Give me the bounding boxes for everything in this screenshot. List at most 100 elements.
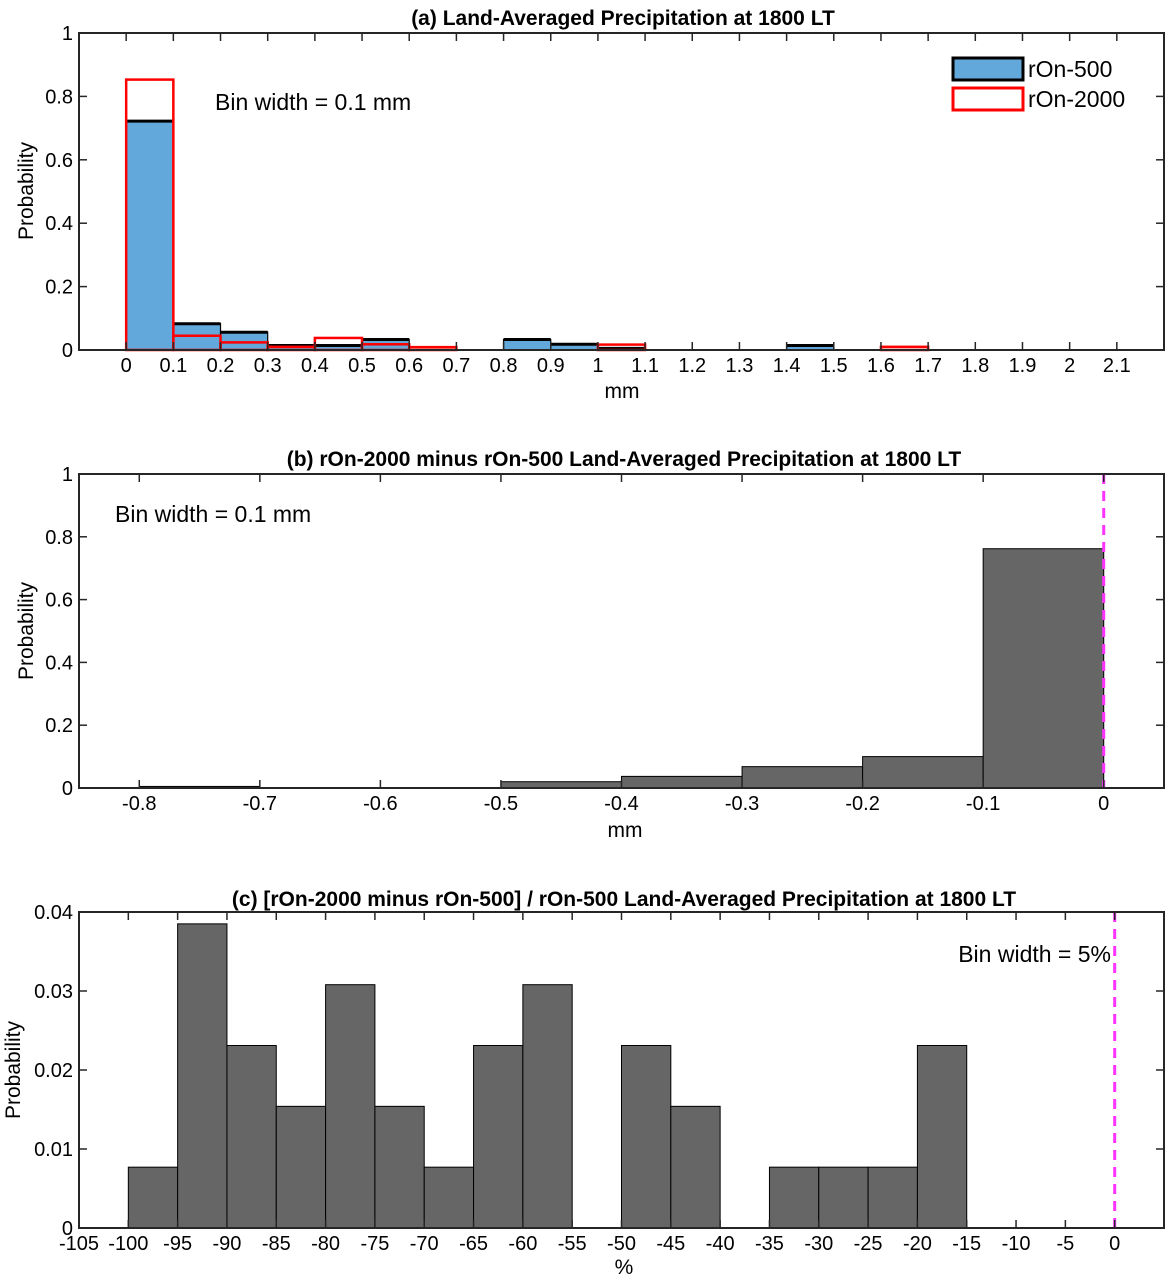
panel-c-ticks: -105 -100 -95 -90 -85 -80 -75 -70 -65 -60 -55 -50 -4… [34,902,1164,1255]
x-tick-label: -0.3 [725,793,759,815]
histogram-bar [226,1045,277,1229]
panel-c: (c) [rOn-2000 minus rOn-500] / rOn-500 L… [2,888,1165,1279]
x-tick-label: -40 [706,1233,735,1255]
x-tick-label: -0.6 [363,793,397,815]
x-tick-label: 0.5 [348,355,376,377]
histogram-bar [741,766,864,789]
x-tick-label: -90 [213,1233,242,1255]
histogram-bar [818,1166,869,1229]
x-tick-label: -20 [903,1233,932,1255]
panel-c-bars [127,923,968,1229]
y-tick-label: 0.4 [45,652,73,674]
x-tick-label: -0.2 [845,793,879,815]
y-tick-label: 0.03 [34,981,73,1003]
legend-label-ron-2000: rOn-2000 [1028,86,1125,112]
y-tick-label: 0.04 [34,902,73,924]
x-tick-label: 1.4 [773,355,801,377]
x-tick-label: -25 [854,1233,883,1255]
y-tick-label: 0.8 [45,86,73,108]
x-tick-label: 0.1 [159,355,187,377]
y-tick-label: 0.2 [45,715,73,737]
bar-ron-500 [125,120,174,351]
x-tick-label: 1.9 [1009,355,1037,377]
bar-ron-500 [219,331,269,351]
panel-a-xlabel: mm [605,380,640,403]
x-tick-label: -95 [163,1233,192,1255]
histogram-bar [867,1166,918,1229]
x-tick-label: 2.1 [1103,355,1131,377]
panel-c-xlabel: % [615,1256,634,1279]
x-tick-label: 1.3 [726,355,754,377]
histogram-bar [423,1166,475,1229]
x-tick-label: -85 [262,1233,291,1255]
histogram-bar [670,1105,721,1229]
panel-a-bars [124,78,930,352]
panel-c-ylabel: Probability [2,1020,25,1119]
x-tick-label: -45 [656,1233,685,1255]
histogram-bar [916,1045,968,1229]
x-tick-label: 1 [592,355,603,377]
legend-swatch-ron-2000 [951,86,1025,112]
panel-a: (a) Land-Averaged Precipitation at 1800 … [15,7,1165,403]
panel-a-legend: rOn-500 rOn-2000 [951,56,1125,112]
histogram-bar [522,984,573,1229]
panel-a-ticks: 0 0.1 0.2 0.3 0.4 0.5 0.6 0.7 0.8 0.9 1 1.1 1.2 1.3 1.… [45,23,1164,377]
histogram-bar [621,775,743,789]
y-tick-label: 0 [62,1218,73,1240]
x-tick-label: 1.6 [867,355,895,377]
y-tick-label: 0.2 [45,277,73,299]
histogram-bar [374,1105,425,1229]
x-tick-label: 1.7 [914,355,942,377]
panel-b-axes-box [78,473,1165,789]
x-tick-label: -0.5 [484,793,518,815]
y-tick-label: 0.8 [45,527,73,549]
panel-b-xlabel: mm [608,819,643,842]
x-tick-label: -15 [952,1233,981,1255]
panel-c-bin-note: Bin width = 5% [958,941,1111,967]
y-tick-label: 0 [62,340,73,362]
panel-a-title: (a) Land-Averaged Precipitation at 1800 … [411,7,835,30]
x-tick-label: -80 [311,1233,340,1255]
x-tick-label: -55 [558,1233,587,1255]
x-tick-label: 0 [1109,1233,1120,1255]
y-tick-label: 0 [62,778,73,800]
panel-b-bin-note: Bin width = 0.1 mm [115,501,311,527]
panel-a-ylabel: Probability [15,141,38,240]
x-tick-label: 0.8 [490,355,518,377]
x-tick-label: 0.7 [442,355,470,377]
x-tick-label: 0.6 [395,355,423,377]
panel-a-axes-box [78,32,1165,351]
x-tick-label: -30 [804,1233,833,1255]
x-tick-label: -10 [1002,1233,1031,1255]
x-tick-label: 1.5 [820,355,848,377]
histogram-bar [473,1045,524,1229]
panel-b: (b) rOn-2000 minus rOn-500 Land-Averaged… [15,448,1165,842]
y-tick-label: 0.4 [45,213,73,235]
legend-label-ron-500: rOn-500 [1028,56,1112,82]
panel-b-bars [138,548,1105,789]
x-tick-label: -50 [607,1233,636,1255]
histogram-bar [982,548,1105,789]
x-tick-label: 1.1 [631,355,659,377]
x-tick-label: -0.8 [122,793,156,815]
x-tick-label: 1.2 [678,355,706,377]
panel-a-bin-note: Bin width = 0.1 mm [215,89,411,115]
x-tick-label: 0 [121,355,132,377]
histogram-bar [177,923,228,1229]
x-tick-label: -0.1 [966,793,1000,815]
x-tick-label: -0.4 [604,793,638,815]
x-tick-label: -70 [410,1233,439,1255]
x-tick-label: -100 [108,1233,148,1255]
bar-ron-500 [502,338,552,351]
y-tick-label: 0.6 [45,590,73,612]
y-tick-label: 0.01 [34,1139,73,1161]
x-tick-label: 0.3 [254,355,282,377]
y-tick-label: 0.02 [34,1060,73,1082]
histogram-bar [862,756,984,789]
x-tick-label: -35 [755,1233,784,1255]
histogram-bar [768,1166,820,1229]
y-tick-label: 1 [62,464,73,486]
x-tick-label: 0.4 [301,355,329,377]
x-tick-label: -5 [1056,1233,1074,1255]
